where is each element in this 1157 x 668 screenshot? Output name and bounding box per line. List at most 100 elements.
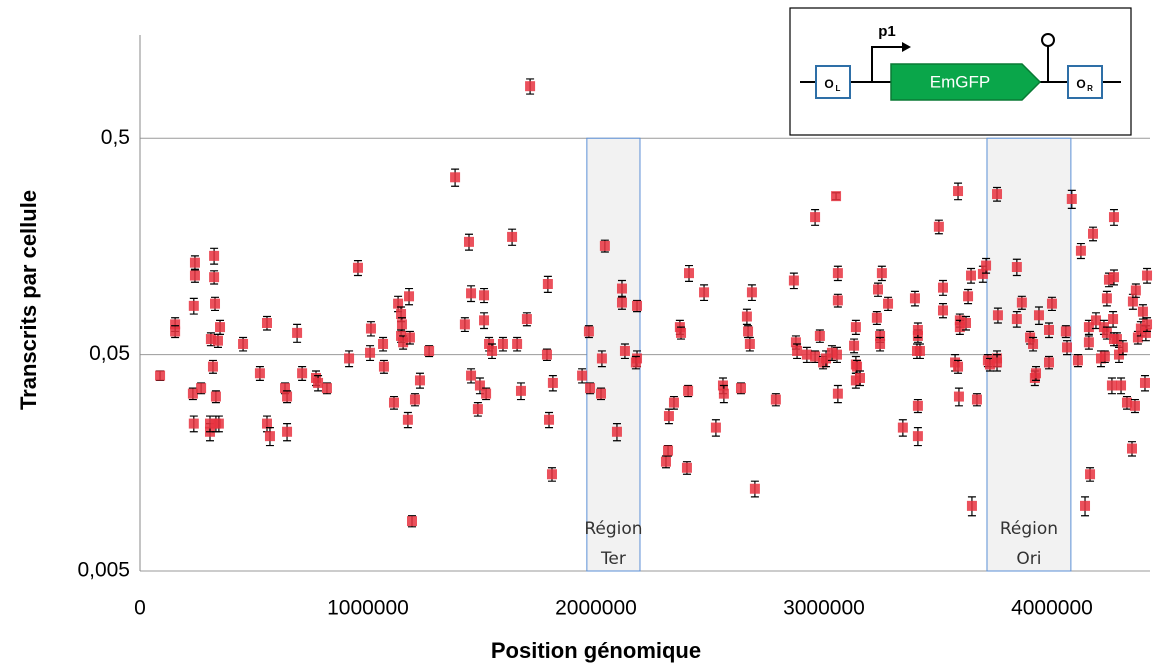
point-group [481,387,492,401]
data-point [971,394,982,405]
data-point [1072,355,1083,366]
point-group [541,348,552,362]
point-group [876,265,887,282]
data-point [1062,342,1073,353]
points-layer [155,78,1153,528]
point-group [424,345,435,358]
data-point [1108,314,1119,325]
point-group [1108,269,1119,286]
point-group [388,395,399,410]
data-point [541,349,552,360]
data-point [821,353,832,364]
point-group [352,259,363,277]
point-group [953,359,964,374]
data-point [966,500,977,511]
y-tick-label: 0,5 [101,126,130,149]
data-point [1139,377,1150,388]
data-point [632,300,643,311]
point-group [875,336,886,352]
data-point [282,426,293,437]
data-point [1016,297,1027,308]
data-point [832,295,843,306]
data-point [577,370,588,381]
data-point [238,338,249,349]
data-point [937,282,948,293]
point-group [699,284,710,302]
construct-inset: O L p1 EmGFP O R [789,7,1132,136]
data-point [210,298,221,309]
y-tick-label: 0,005 [77,559,130,582]
point-group [1080,496,1091,517]
point-group [681,461,692,475]
point-group [961,315,972,331]
data-point [210,391,221,402]
data-point [585,383,596,394]
point-group [912,322,923,339]
point-group [832,293,843,308]
data-point [810,351,821,362]
point-group [749,480,760,498]
region-label: Ter [600,549,626,569]
point-group [365,321,376,337]
point-group [914,343,925,360]
data-point [992,189,1003,200]
data-point [897,422,908,433]
point-group [264,426,275,447]
point-group [883,296,894,312]
point-group [1106,377,1117,395]
data-point [1135,323,1146,334]
data-point [875,338,886,349]
data-point [402,414,413,425]
data-point [611,426,622,437]
point-group [215,319,226,336]
point-group [292,323,303,343]
point-group [238,336,249,352]
region-box [986,137,1072,572]
data-point [424,345,435,356]
data-point [1129,400,1140,411]
data-point [205,334,216,345]
point-group [1137,304,1148,320]
data-point [398,337,409,348]
data-point [1108,212,1119,223]
data-point [1117,342,1128,353]
data-point [365,323,376,334]
point-group [1117,340,1128,356]
point-group [801,346,812,364]
data-point [1106,380,1117,391]
point-group [710,419,721,437]
point-group [297,366,308,382]
data-point [1046,298,1057,309]
data-point [1066,193,1077,204]
point-group [660,455,671,469]
point-group [1108,208,1119,226]
point-group [1108,311,1119,328]
point-group [1090,312,1101,330]
data-point [546,469,557,480]
point-group [187,387,198,401]
data-point [1075,245,1086,256]
data-point [1111,334,1122,345]
data-point [1116,380,1127,391]
point-group [321,382,332,395]
point-group [981,257,992,274]
data-point [188,418,199,429]
point-group [676,326,687,340]
point-group [966,267,977,284]
point-group [487,343,498,360]
data-point [207,361,218,372]
data-point [814,330,825,341]
point-group [282,390,293,404]
x-tick-label: 1000000 [327,597,409,620]
data-point [875,330,886,341]
point-group [897,419,908,437]
data-point [792,345,803,356]
data-point [1044,357,1054,368]
point-group [1011,311,1022,328]
data-point [215,322,226,333]
data-point [801,349,812,360]
point-group [1044,322,1054,339]
point-group [619,343,630,360]
data-point [953,361,964,372]
